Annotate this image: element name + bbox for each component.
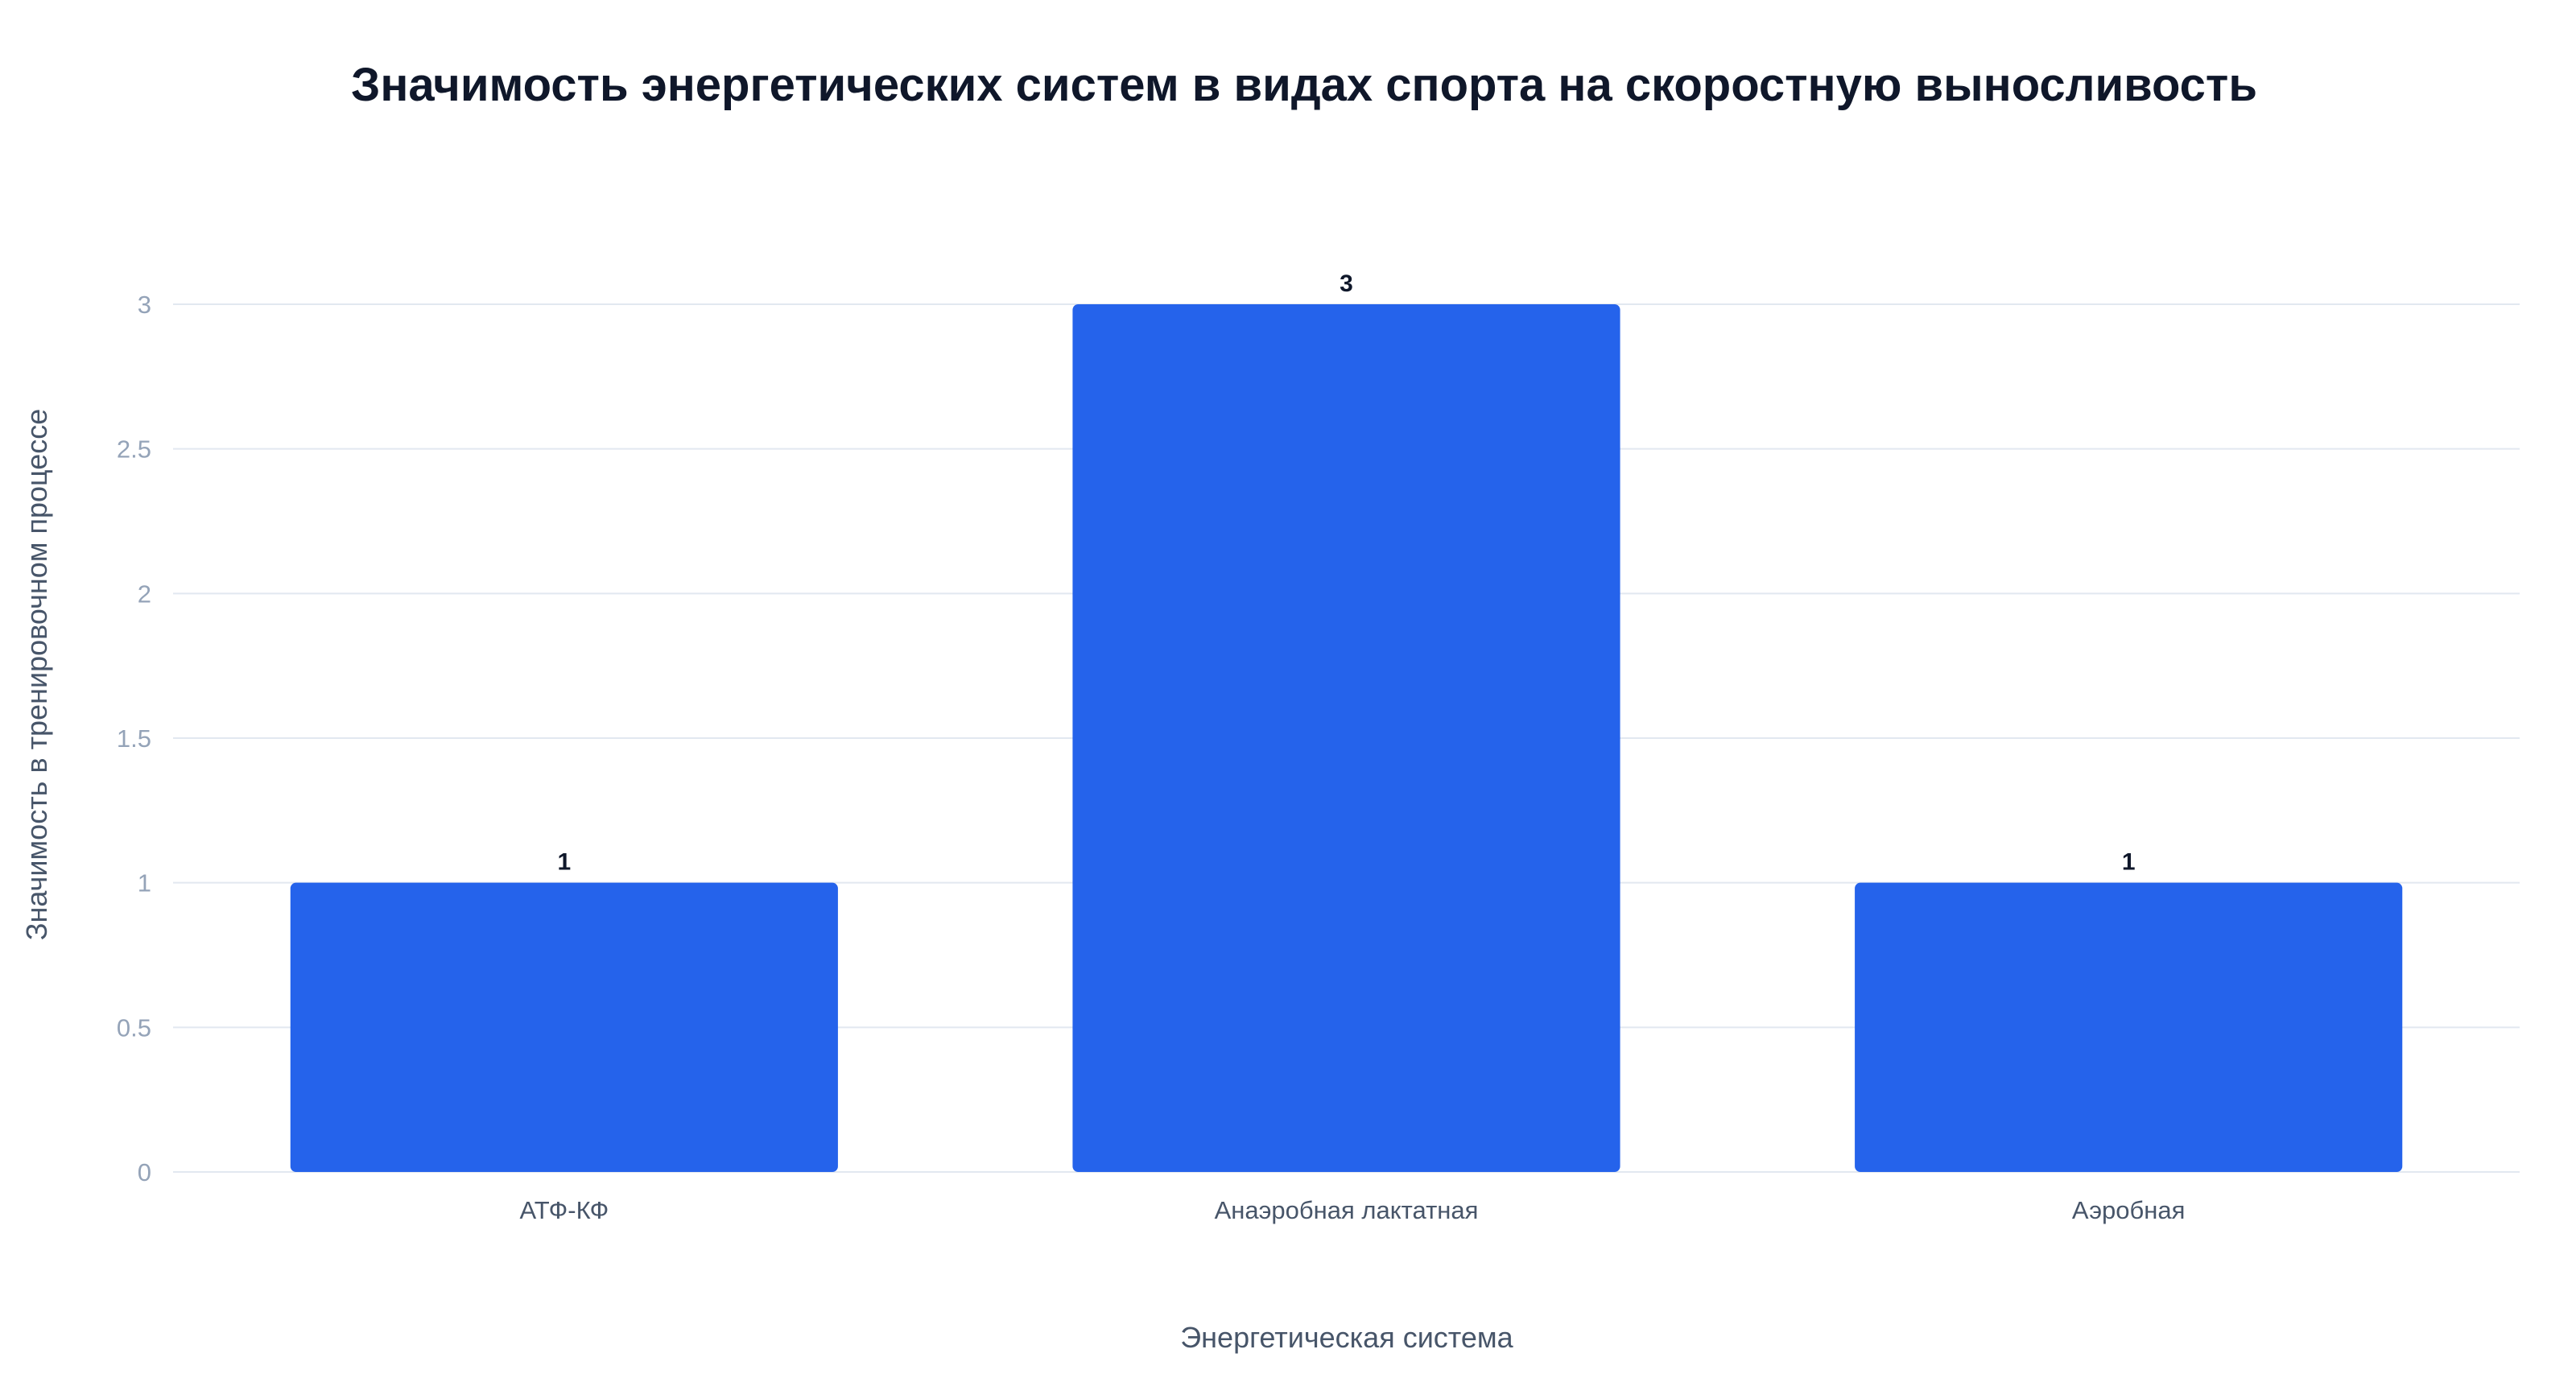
y-tick-label: 0 [138,1158,151,1186]
y-tick-label: 2 [138,580,151,608]
bar-value-label: 1 [557,849,571,876]
x-tick-label: Аэробная [2072,1196,2186,1224]
x-tick-label: Анаэробная лактатная [1215,1196,1479,1224]
bar [1072,304,1620,1172]
x-tick-label: АТФ-КФ [520,1196,609,1224]
y-tick-label: 1.5 [117,724,151,753]
bar-value-label: 3 [1340,270,1353,297]
x-axis-title: Энергетическая система [1180,1321,1513,1354]
x-axis-ticks: АТФ-КФ Анаэробная лактатная Аэробная [520,1196,2186,1224]
y-tick-label: 3 [138,291,151,319]
chart-title: Значимость энергетических систем в видах… [351,59,2257,111]
y-axis-ticks: 0 0.5 1 1.5 2 2.5 3 [117,291,151,1186]
data-labels: 1 3 1 [557,270,2135,876]
y-tick-label: 2.5 [117,435,151,464]
bar [290,882,838,1172]
bar-value-label: 1 [2122,849,2136,876]
y-axis-title: Значимость в тренировочном процессе [20,409,53,941]
y-tick-label: 0.5 [117,1013,151,1042]
bars [290,304,2403,1172]
bar [1855,882,2403,1172]
y-tick-label: 1 [138,869,151,897]
